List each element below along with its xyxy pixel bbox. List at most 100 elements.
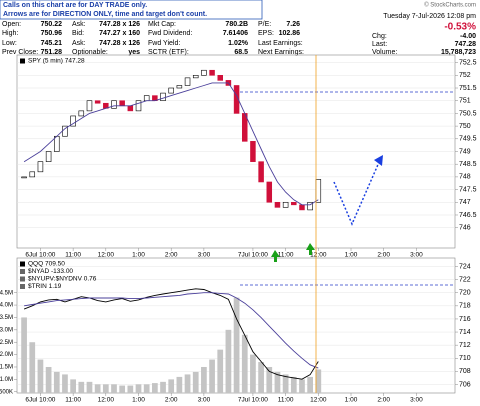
y-tick-label: 746 — [459, 225, 471, 232]
y-tick-label: 712 — [459, 342, 471, 349]
candle — [299, 204, 305, 211]
candle — [21, 176, 27, 179]
volume-bar — [168, 379, 175, 393]
volume-bar — [111, 384, 117, 393]
quote-value: 751.28 — [41, 49, 63, 56]
candle — [201, 69, 207, 76]
volume-bar — [209, 359, 215, 393]
y2-tick-label: 2.0M — [0, 352, 13, 358]
x-tick-label: 12:00 — [98, 252, 115, 259]
volume-bar — [241, 334, 248, 393]
volume-bar — [250, 354, 256, 393]
volume-bar — [37, 359, 44, 393]
y-tick-label: 747 — [459, 199, 471, 206]
legend-swatch — [20, 276, 25, 282]
quote-label: Chg: — [372, 33, 387, 40]
x-tick-label: 12:00 — [310, 397, 327, 404]
y2-tick-label: 500K — [0, 389, 13, 395]
x-tick-label: 6Jul 10:00 — [25, 397, 55, 404]
volume-bar — [102, 384, 109, 393]
x-tick-label: 2:00 — [165, 397, 178, 404]
quote-label: Last: — [372, 41, 387, 48]
quote-label: Mkt Cap: — [148, 21, 176, 28]
x-tick-label: 1:00 — [345, 252, 358, 259]
legend-entry: SPY (5 min) 747.28 — [28, 58, 85, 65]
watermark: © StockCharts.com — [424, 2, 476, 9]
volume-bar — [315, 369, 322, 393]
y-tick-label: 747.5 — [459, 186, 477, 193]
y-tick-label: 749.5 — [459, 136, 477, 143]
candle — [70, 115, 76, 127]
volume-bar — [70, 379, 76, 393]
candle — [209, 69, 215, 76]
quote-value: 747.27 x 160 — [99, 30, 140, 37]
candle — [217, 75, 223, 81]
volume-bar — [225, 329, 232, 393]
volume-bar — [160, 381, 166, 393]
direction-arrow — [333, 159, 381, 226]
quote-date: Tuesday 7-Jul-2026 12:08 pm — [383, 13, 476, 20]
y-tick-label: 708 — [459, 368, 471, 375]
candle — [54, 135, 60, 152]
x-tick-label: 1:00 — [132, 252, 145, 259]
candle — [111, 100, 117, 109]
y2-tick-label: 4.5M — [0, 290, 13, 296]
x-tick-label: 12:00 — [310, 252, 327, 259]
quote-value: 780.2B — [225, 21, 248, 28]
candle — [37, 161, 44, 173]
buy-arrow — [271, 250, 280, 262]
quote-label: Bid: — [72, 30, 84, 37]
x-tick-label: 11:00 — [65, 397, 81, 404]
candle — [78, 110, 85, 117]
y-tick-label: 720 — [459, 290, 471, 297]
volume-bar — [266, 366, 273, 393]
y-tick-label: 716 — [459, 316, 471, 323]
candle — [127, 105, 134, 112]
y-tick-label: 706 — [459, 381, 471, 388]
candle — [160, 92, 166, 102]
annotation: $NYAD -133.00 — [28, 268, 73, 275]
y-tick-label: 750.5 — [459, 110, 477, 117]
x-tick-label: 6Jul 10:00 — [25, 252, 55, 259]
volume-bar — [282, 374, 289, 393]
legend-entry: QQQ 709.50 — [28, 261, 65, 268]
note-box — [0, 0, 263, 20]
quote-label: Ask: — [72, 40, 86, 47]
candle — [307, 201, 313, 211]
y-tick-label: 752.5 — [459, 59, 477, 66]
annotation: $NYUPV:$NYDNV 0.76 — [28, 276, 97, 283]
quote-value: 7.61406 — [223, 30, 248, 37]
candle — [315, 179, 322, 203]
quote-label: Next Earnings: — [258, 49, 304, 56]
y-tick-label: 750 — [459, 123, 471, 130]
change-pct: -0.53% — [444, 22, 476, 33]
candle — [135, 100, 142, 112]
volume-bar — [184, 374, 191, 393]
y-tick-label: 710 — [459, 355, 471, 362]
x-tick-label: 2:00 — [165, 252, 178, 259]
candle — [29, 171, 36, 178]
quote-label: Open: — [2, 21, 21, 28]
candle — [86, 100, 93, 112]
y2-tick-label: 3.0M — [0, 327, 13, 333]
y2-tick-label: 2.5M — [0, 340, 13, 346]
y2-tick-label: 1.5M — [0, 365, 13, 371]
candle — [266, 181, 273, 203]
quote-value: 102.86 — [279, 30, 301, 37]
volume-bar — [176, 376, 183, 393]
y-tick-label: 746.5 — [459, 212, 477, 219]
candle — [274, 201, 281, 208]
candle — [176, 85, 183, 89]
legend-swatch — [20, 269, 25, 274]
candle — [250, 141, 256, 162]
volume-bar — [233, 297, 240, 393]
volume-bar — [143, 384, 150, 393]
volume-bar — [299, 379, 305, 393]
y-tick-label: 722 — [459, 276, 471, 283]
x-tick-label: 3:00 — [198, 252, 211, 259]
volume-bar — [307, 376, 314, 393]
quote-value: 750.96 — [41, 30, 63, 37]
x-tick-label: 7Jul 10:00 — [238, 252, 268, 259]
note: Arrows are for DIRECTION ONLY, time and … — [3, 11, 207, 18]
